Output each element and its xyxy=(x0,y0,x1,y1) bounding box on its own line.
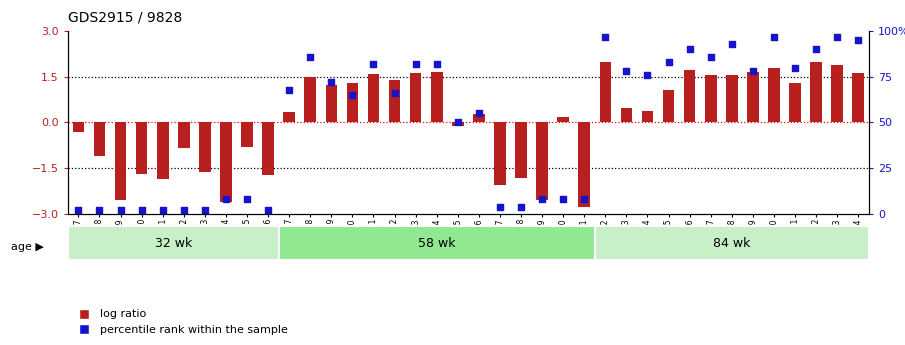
Bar xyxy=(178,122,189,148)
Bar xyxy=(389,80,400,122)
Point xyxy=(156,207,170,213)
Text: age ▶: age ▶ xyxy=(11,242,43,252)
Text: 32 wk: 32 wk xyxy=(155,237,192,250)
Point xyxy=(703,54,718,59)
Point xyxy=(92,207,107,213)
Point xyxy=(662,59,676,65)
Bar xyxy=(220,122,232,202)
Point xyxy=(830,34,844,39)
Point xyxy=(324,79,338,85)
Point xyxy=(535,197,549,202)
Bar xyxy=(452,122,463,126)
Text: 84 wk: 84 wk xyxy=(713,237,750,250)
Point xyxy=(451,120,465,125)
Point xyxy=(598,34,613,39)
Bar xyxy=(642,111,653,122)
Point xyxy=(556,197,570,202)
Bar xyxy=(72,122,84,132)
Point xyxy=(387,90,402,96)
Point xyxy=(345,92,359,98)
Bar xyxy=(832,65,843,122)
Bar xyxy=(748,72,758,122)
Bar xyxy=(662,90,674,122)
Bar xyxy=(115,122,127,200)
Point xyxy=(725,41,739,47)
Bar xyxy=(537,122,548,200)
FancyBboxPatch shape xyxy=(279,226,595,260)
Bar xyxy=(326,85,338,122)
Bar xyxy=(789,83,801,122)
Bar xyxy=(367,74,379,122)
Legend: log ratio, percentile rank within the sample: log ratio, percentile rank within the sa… xyxy=(69,305,292,339)
Bar xyxy=(157,122,168,179)
Bar xyxy=(621,108,633,122)
Bar xyxy=(199,122,211,172)
Bar xyxy=(684,70,695,122)
Point xyxy=(282,87,297,92)
Point xyxy=(219,197,233,202)
Bar xyxy=(599,61,611,122)
Point xyxy=(492,204,507,209)
Point xyxy=(113,207,128,213)
Bar xyxy=(726,75,738,122)
Point xyxy=(577,197,592,202)
Point xyxy=(640,72,654,78)
Text: 58 wk: 58 wk xyxy=(418,237,455,250)
FancyBboxPatch shape xyxy=(68,226,279,260)
Bar xyxy=(431,72,443,122)
Point xyxy=(240,197,254,202)
Point xyxy=(767,34,781,39)
Bar xyxy=(410,73,422,122)
Bar xyxy=(853,73,864,122)
Bar xyxy=(347,83,358,122)
Bar xyxy=(283,112,295,122)
Bar xyxy=(515,122,527,178)
Bar xyxy=(768,68,780,122)
Point xyxy=(472,110,486,116)
Bar xyxy=(578,122,590,207)
Point xyxy=(367,61,381,67)
Point xyxy=(303,54,318,59)
Point xyxy=(408,61,423,67)
Bar xyxy=(557,117,569,122)
Point xyxy=(514,204,529,209)
Point xyxy=(261,207,275,213)
Point xyxy=(619,69,634,74)
Point xyxy=(430,61,444,67)
Bar xyxy=(304,77,316,122)
Bar xyxy=(705,75,717,122)
FancyBboxPatch shape xyxy=(595,226,869,260)
Text: GDS2915 / 9828: GDS2915 / 9828 xyxy=(68,10,182,24)
Point xyxy=(682,47,697,52)
Bar xyxy=(136,122,148,174)
Bar xyxy=(262,122,274,175)
Point xyxy=(787,65,802,70)
Bar xyxy=(810,61,822,122)
Point xyxy=(746,69,760,74)
Bar xyxy=(494,122,506,185)
Point xyxy=(851,38,865,43)
Point xyxy=(197,207,212,213)
Point xyxy=(71,207,86,213)
Bar xyxy=(473,114,485,122)
Bar xyxy=(94,122,105,156)
Bar xyxy=(242,122,252,147)
Point xyxy=(809,47,824,52)
Point xyxy=(135,207,149,213)
Point xyxy=(176,207,191,213)
